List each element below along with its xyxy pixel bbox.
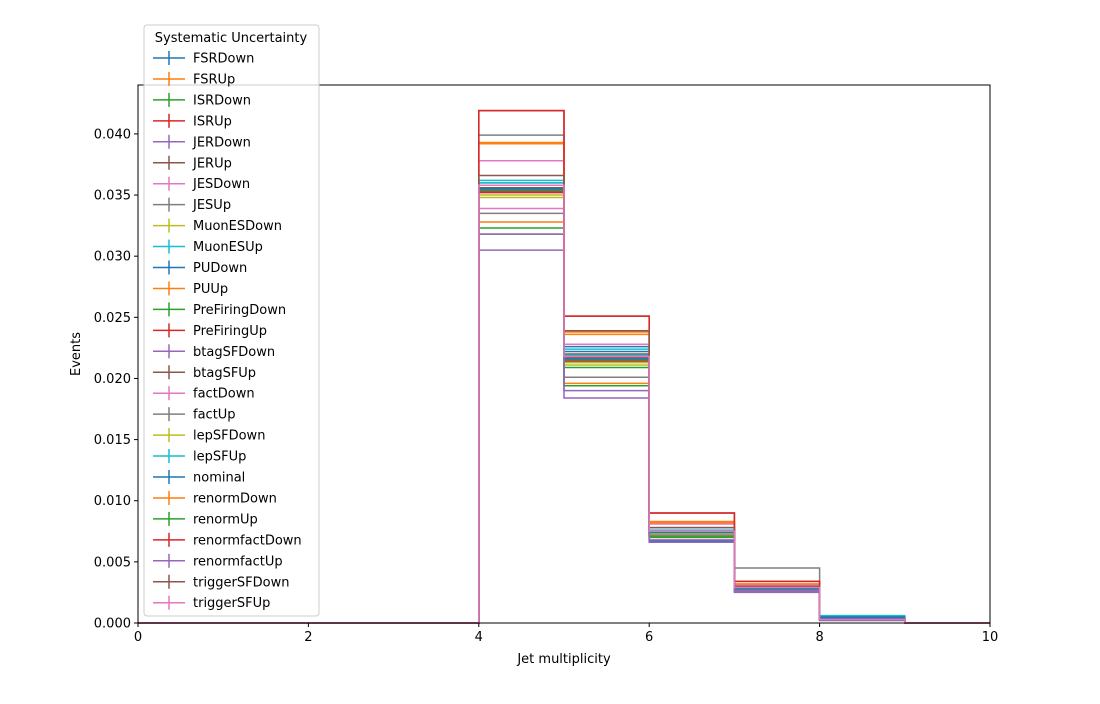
- x-tick-label: 6: [645, 630, 653, 645]
- legend-item-btagSFDown: btagSFDown: [153, 344, 275, 360]
- legend-label: PUUp: [193, 282, 228, 297]
- legend-label: FSRUp: [193, 72, 235, 87]
- legend-label: MuonESDown: [193, 219, 282, 234]
- legend-label: ISRUp: [193, 114, 232, 129]
- legend-item-renormDown: renormDown: [153, 490, 277, 506]
- legend-label: JESUp: [192, 198, 231, 213]
- y-tick-label: 0.000: [94, 617, 131, 632]
- legend-label: renormfactUp: [193, 554, 283, 569]
- legend-item-PUUp: PUUp: [153, 281, 228, 297]
- legend-box: [143, 24, 320, 617]
- plot-frame: [137, 84, 991, 624]
- legend-item-renormfactDown: renormfactDown: [153, 532, 302, 548]
- legend-label: PreFiringUp: [193, 324, 267, 339]
- legend-item-JERDown: JERDown: [153, 134, 251, 150]
- series-btagSFDown: [138, 249, 990, 624]
- legend-item-FSRDown: FSRDown: [153, 51, 254, 67]
- legend-item-triggerSFUp: triggerSFUp: [153, 595, 270, 611]
- legend-label: PreFiringDown: [193, 303, 286, 318]
- x-tick-label: 2: [304, 630, 312, 645]
- y-tick-label: 0.035: [94, 189, 131, 204]
- legend-item-JERUp: JERUp: [153, 155, 232, 171]
- legend-item-JESUp: JESUp: [153, 197, 231, 213]
- legend-label: PUDown: [193, 261, 247, 276]
- legend-item-MuonESDown: MuonESDown: [153, 218, 282, 234]
- legend-item-FSRUp: FSRUp: [153, 71, 235, 87]
- y-tick-label: 0.020: [94, 372, 131, 387]
- legend-label: renormUp: [193, 512, 258, 527]
- legend-item-factUp: factUp: [153, 407, 236, 423]
- legend-item-lepSFDown: lepSFDown: [153, 428, 265, 444]
- legend-label: JESDown: [192, 177, 250, 192]
- x-axis: 0 2 4 6 8 10: [134, 623, 998, 645]
- legend-item-renormUp: renormUp: [153, 511, 258, 527]
- legend-title: Systematic Uncertainty: [155, 31, 308, 46]
- legend-item-nominal: nominal: [153, 470, 245, 486]
- y-axis: 0.000 0.005 0.010 0.015 0.020 0.025 0.030 0.035…: [94, 127, 138, 632]
- legend-item-PreFiringDown: PreFiringDown: [153, 302, 286, 318]
- legend-item-renormfactUp: renormfactUp: [153, 553, 283, 569]
- y-tick-label: 0.005: [94, 555, 131, 570]
- legend-label: triggerSFDown: [193, 575, 289, 590]
- y-tick-label: 0.030: [94, 250, 131, 265]
- series-triggerSFUp: [138, 184, 990, 624]
- x-tick-label: 4: [475, 630, 483, 645]
- plot-area: [138, 109, 990, 624]
- legend-label: lepSFDown: [193, 429, 265, 444]
- legend-item-ISRDown: ISRDown: [153, 92, 251, 108]
- x-tick-label: 0: [134, 630, 142, 645]
- legend-label: lepSFUp: [193, 450, 246, 465]
- legend-label: JERUp: [192, 156, 232, 171]
- legend-label: renormDown: [193, 491, 277, 506]
- legend-label: factUp: [193, 408, 236, 423]
- y-tick-label: 0.025: [94, 311, 131, 326]
- legend-label: btagSFDown: [193, 345, 275, 360]
- x-axis-label: Jet multiplicity: [516, 652, 611, 667]
- legend-label: nominal: [193, 471, 245, 486]
- legend-item-PreFiringUp: PreFiringUp: [153, 323, 267, 339]
- x-tick-label: 10: [982, 630, 999, 645]
- legend-label: triggerSFUp: [193, 596, 270, 611]
- legend-item-lepSFUp: lepSFUp: [153, 449, 246, 465]
- legend-item-PUDown: PUDown: [153, 260, 247, 276]
- legend-item-triggerSFDown: triggerSFDown: [153, 574, 289, 590]
- legend-item-ISRUp: ISRUp: [153, 113, 232, 129]
- legend-item-JESDown: JESDown: [153, 176, 250, 192]
- legend-label: FSRDown: [193, 52, 254, 67]
- x-tick-label: 8: [815, 630, 823, 645]
- legend-item-MuonESUp: MuonESUp: [153, 239, 263, 255]
- y-axis-label: Events: [69, 332, 84, 376]
- legend-label: btagSFUp: [193, 366, 256, 381]
- legend: Systematic Uncertainty FSRDown FSRUp ISRDo…: [143, 24, 320, 617]
- legend-label: factDown: [193, 387, 255, 402]
- legend-label: renormfactDown: [193, 533, 302, 548]
- series-MuonESUp: [138, 179, 990, 624]
- legend-label: ISRDown: [193, 93, 251, 108]
- legend-item-btagSFUp: btagSFUp: [153, 365, 256, 381]
- legend-label: JERDown: [192, 135, 251, 150]
- y-tick-label: 0.010: [94, 494, 131, 509]
- y-tick-label: 0.040: [94, 127, 131, 142]
- y-tick-label: 0.015: [94, 433, 131, 448]
- legend-label: MuonESUp: [193, 240, 263, 255]
- legend-item-factDown: factDown: [153, 386, 255, 402]
